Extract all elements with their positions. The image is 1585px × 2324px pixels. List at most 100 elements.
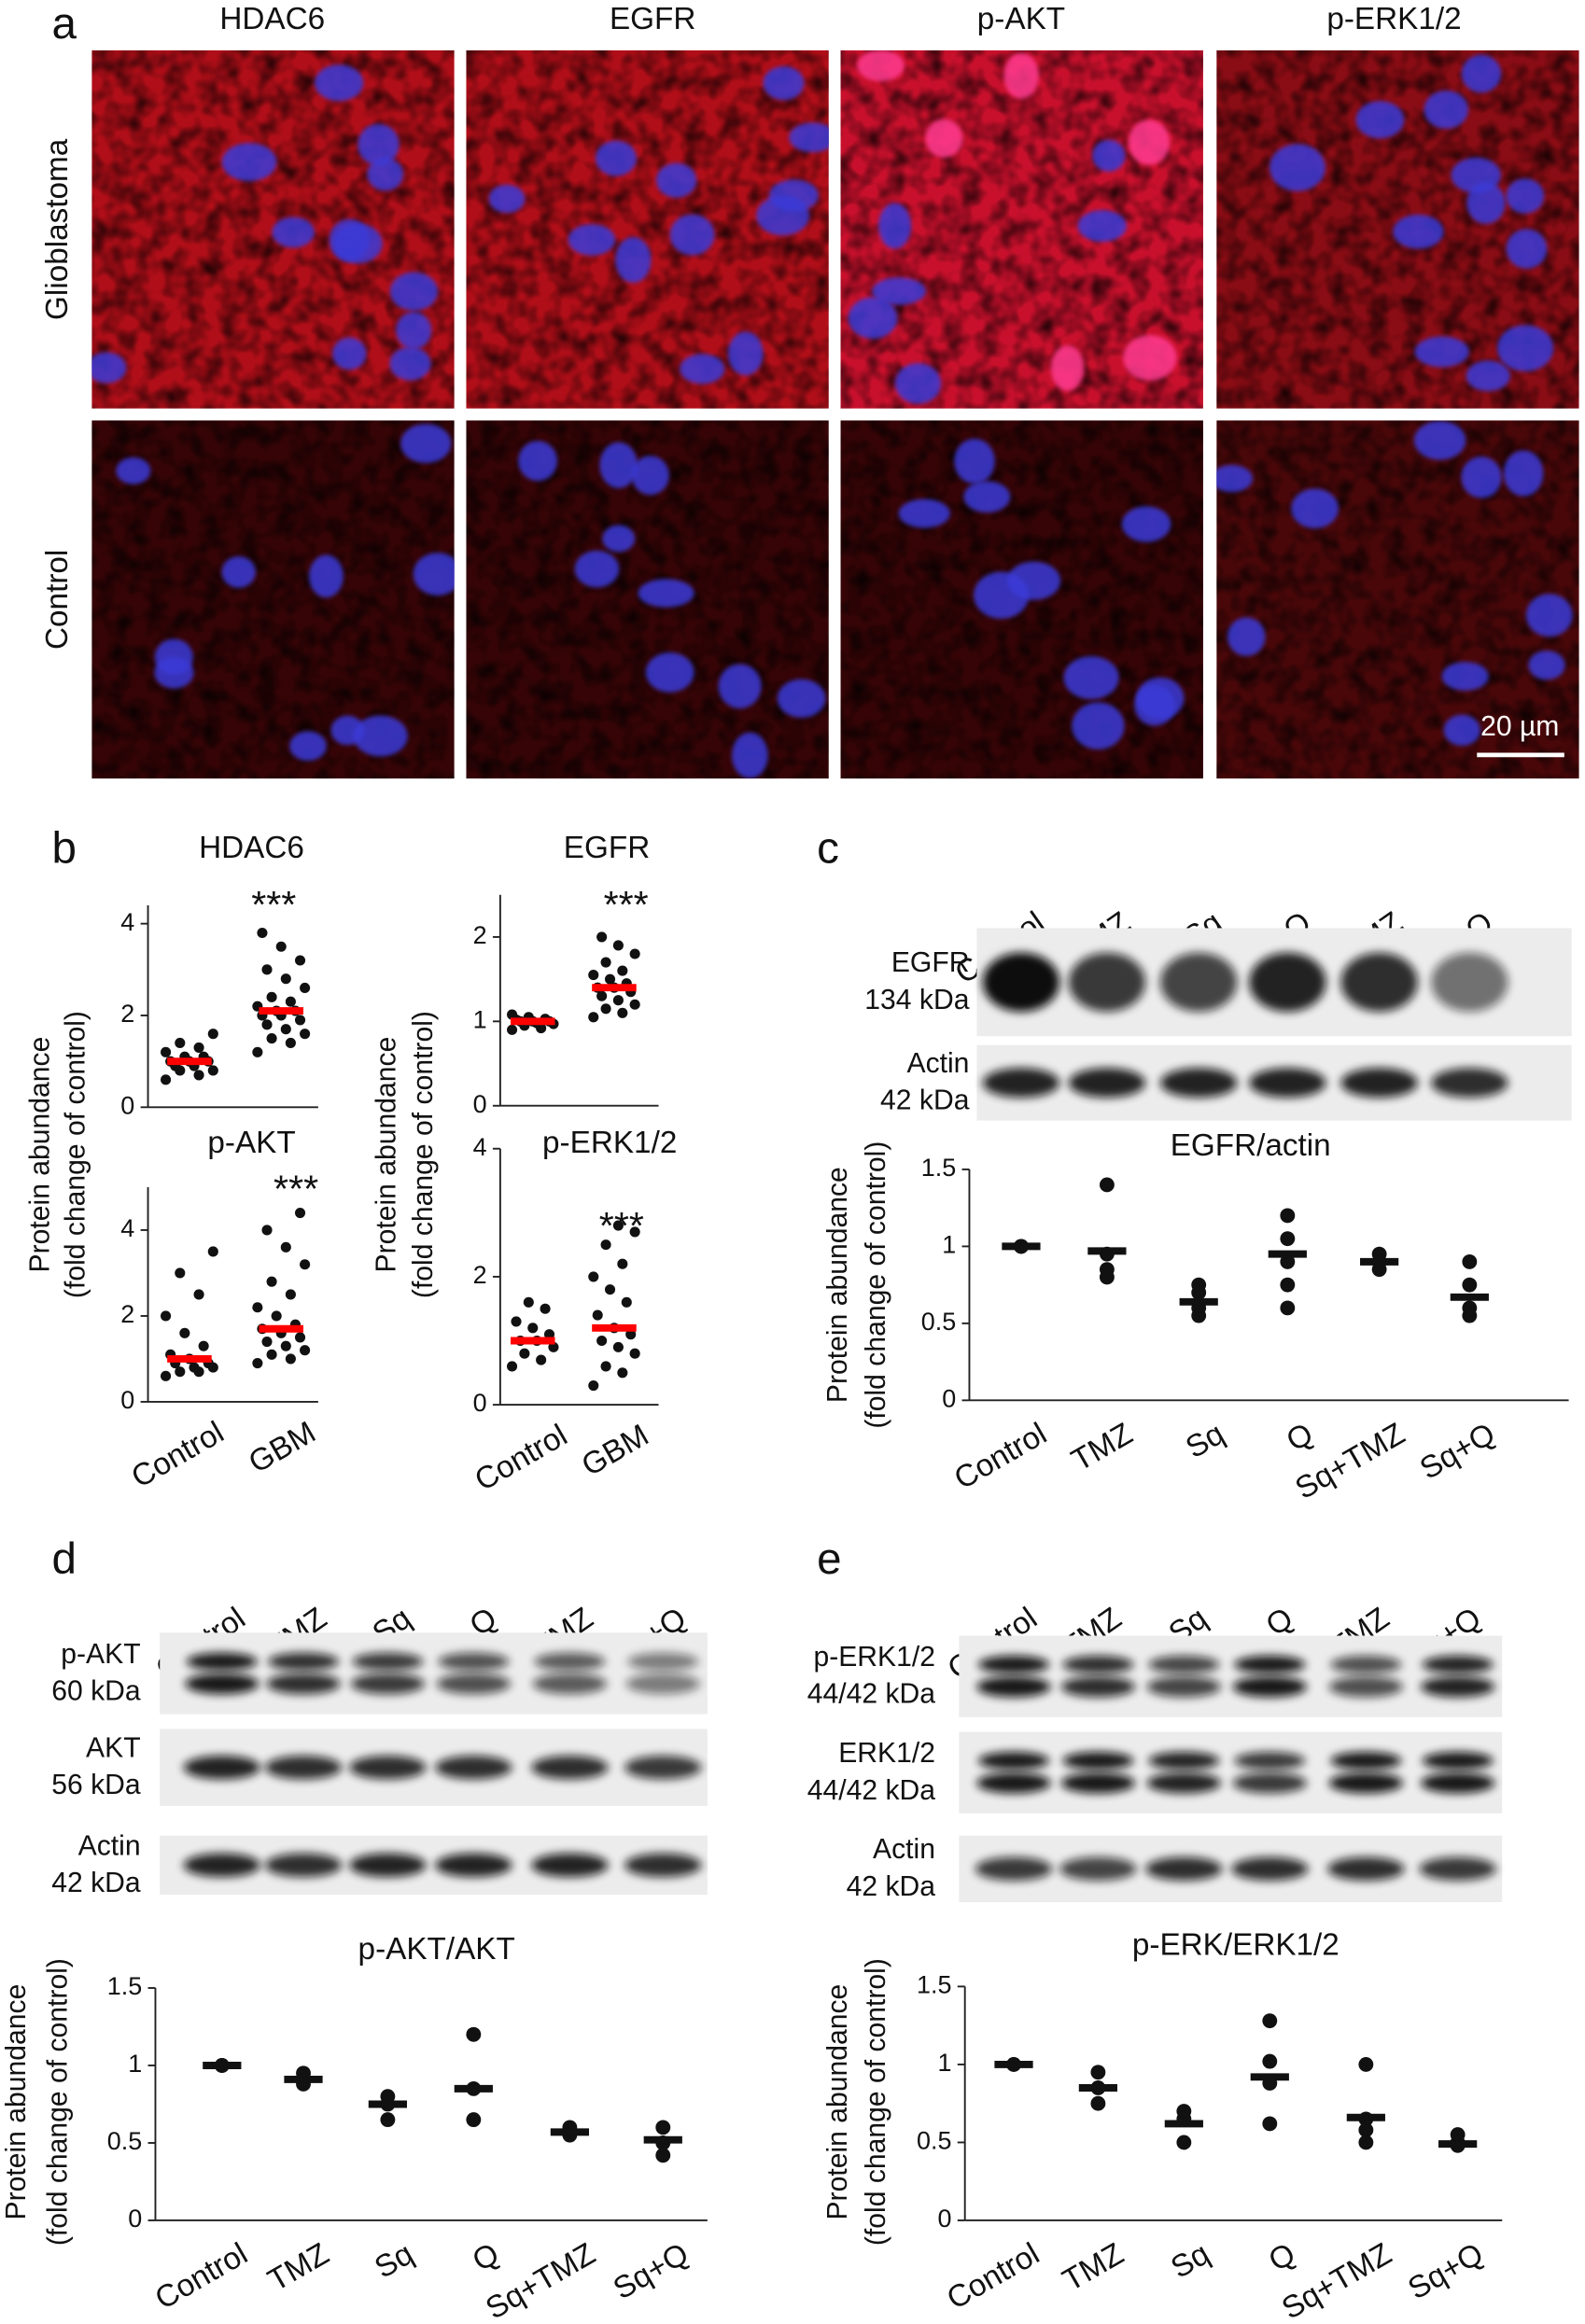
band — [1419, 1856, 1496, 1881]
nucleus — [1128, 119, 1171, 165]
data-point — [175, 1267, 186, 1279]
nucleus — [332, 337, 367, 371]
nucleus — [963, 481, 1011, 513]
data-point — [617, 1258, 628, 1269]
y-axis-label: (fold change of control) — [42, 1958, 73, 2246]
data-point — [294, 1332, 306, 1343]
nucleus — [731, 732, 768, 778]
blot-membrane — [959, 1635, 1503, 1717]
data-point — [252, 1302, 263, 1313]
x-tick-label: Sq+TMZ — [480, 2236, 601, 2324]
y-axis-label: (fold change of control) — [861, 1141, 891, 1429]
data-point — [1262, 2053, 1278, 2069]
x-tick-label: Sq — [1180, 1417, 1230, 1465]
data-point — [548, 1341, 559, 1352]
data-point — [193, 1070, 204, 1081]
x-tick-label: Sq — [1165, 2236, 1215, 2285]
panel-label: a — [51, 0, 77, 49]
nucleus — [1503, 450, 1544, 497]
nucleus — [413, 553, 455, 595]
y-tick-label: 0 — [473, 1389, 487, 1417]
nucleus — [595, 140, 638, 176]
nucleus — [488, 184, 526, 214]
x-tick-label: Sq+Q — [608, 2236, 694, 2306]
data-point — [604, 973, 616, 985]
nucleus — [518, 441, 557, 482]
band — [1060, 1676, 1136, 1698]
y-tick-label: 0.5 — [917, 2127, 951, 2155]
panel-label: e — [817, 1534, 841, 1584]
band — [349, 1755, 427, 1780]
data-point — [193, 1289, 204, 1300]
data-point — [280, 973, 291, 985]
band-size: 44/42 kDa — [807, 1775, 935, 1806]
data-point — [252, 1046, 263, 1057]
nucleus — [872, 277, 926, 305]
data-point — [507, 1361, 518, 1372]
micrograph-content — [466, 49, 829, 409]
band-size: 44/42 kDa — [807, 1679, 935, 1710]
data-point — [1280, 1277, 1296, 1293]
data-point — [261, 1225, 273, 1236]
nucleus — [718, 664, 762, 709]
data-point — [1358, 2122, 1374, 2138]
nucleus — [1063, 656, 1119, 700]
data-point — [588, 1271, 599, 1282]
data-point — [1099, 1177, 1115, 1193]
data-point — [600, 1003, 611, 1015]
band — [1062, 1655, 1134, 1673]
data-point — [1358, 2135, 1374, 2150]
band — [1340, 1068, 1418, 1099]
nucleus — [1121, 506, 1171, 542]
blot-membrane — [160, 1632, 708, 1715]
data-point — [507, 1024, 518, 1035]
data-point — [189, 1362, 200, 1373]
column-title: HDAC6 — [219, 2, 325, 36]
chart-title: HDAC6 — [199, 831, 304, 865]
row-title: Glioblastoma — [40, 138, 75, 320]
data-point — [300, 1029, 311, 1040]
data-point — [294, 1015, 306, 1026]
band — [1148, 1655, 1220, 1673]
y-tick-label: 4 — [120, 1214, 134, 1242]
nucleus — [568, 224, 616, 256]
data-point — [266, 1033, 277, 1044]
band — [1422, 1752, 1494, 1771]
data-point — [1090, 2065, 1106, 2080]
data-point — [655, 2120, 671, 2135]
data-point — [294, 955, 306, 966]
y-tick-label: 4 — [473, 1133, 487, 1161]
data-point — [519, 1348, 530, 1359]
y-tick-label: 0 — [942, 1384, 956, 1412]
data-point — [207, 1065, 218, 1076]
nucleus — [763, 66, 805, 101]
nucleus — [221, 556, 256, 588]
band — [1330, 1655, 1402, 1673]
data-point — [1462, 1277, 1478, 1293]
nucleus — [789, 122, 829, 153]
band — [264, 1853, 343, 1878]
band — [1060, 1772, 1136, 1794]
nucleus — [1525, 594, 1573, 637]
band — [1145, 1856, 1223, 1881]
band — [352, 1652, 424, 1671]
data-point — [523, 1296, 534, 1308]
nucleus — [631, 455, 669, 496]
blot-membrane — [959, 1731, 1503, 1813]
band-protein: EGFR — [891, 947, 970, 978]
nucleus — [1269, 144, 1326, 191]
data-point — [261, 1019, 273, 1030]
data-point — [285, 1289, 296, 1300]
nucleus — [848, 297, 898, 339]
band — [1234, 1655, 1306, 1673]
data-point — [280, 1241, 291, 1253]
data-point — [161, 1046, 172, 1057]
band-protein: Actin — [78, 1830, 141, 1861]
x-tick-label: Sq+Q — [1402, 2236, 1489, 2306]
data-point — [596, 990, 608, 1001]
band — [1340, 952, 1418, 1013]
band-size: 60 kDa — [51, 1676, 141, 1707]
data-point — [1280, 1253, 1296, 1269]
x-tick-label: Control — [941, 2236, 1045, 2317]
